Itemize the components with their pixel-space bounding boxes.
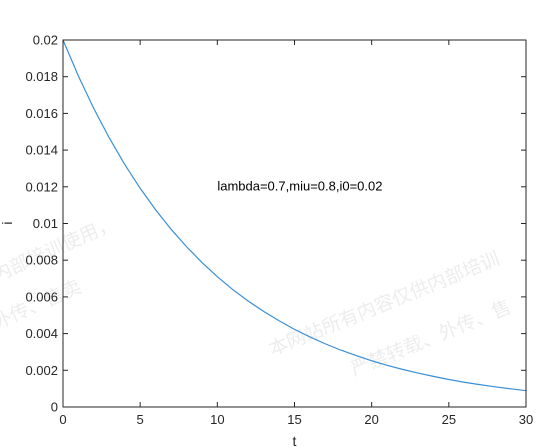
y-tick-label: 0.012 <box>25 179 58 194</box>
y-tick-label: 0.018 <box>25 69 58 84</box>
x-tick-label: 20 <box>364 412 378 427</box>
x-tick-label: 10 <box>210 412 224 427</box>
x-tick-label: 15 <box>287 412 301 427</box>
y-tick-label: 0.004 <box>25 326 58 341</box>
x-tick-label: 5 <box>137 412 144 427</box>
y-tick-label: 0.006 <box>25 289 58 304</box>
x-tick-label: 30 <box>519 412 533 427</box>
y-tick-label: 0.02 <box>33 33 58 48</box>
y-axis-label: i <box>0 221 15 224</box>
y-tick-label: 0.002 <box>25 363 58 378</box>
y-tick-label: 0.014 <box>25 143 58 158</box>
y-tick-label: 0.016 <box>25 106 58 121</box>
y-tick-label: 0.008 <box>25 253 58 268</box>
x-axis-label: t <box>293 433 297 448</box>
y-tick-label: 0.01 <box>33 216 58 231</box>
annotation-text: lambda=0.7,miu=0.8,i0=0.02 <box>217 178 382 193</box>
x-tick-label: 0 <box>59 412 66 427</box>
x-tick-label: 25 <box>442 412 456 427</box>
y-tick-label: 0 <box>51 400 58 415</box>
